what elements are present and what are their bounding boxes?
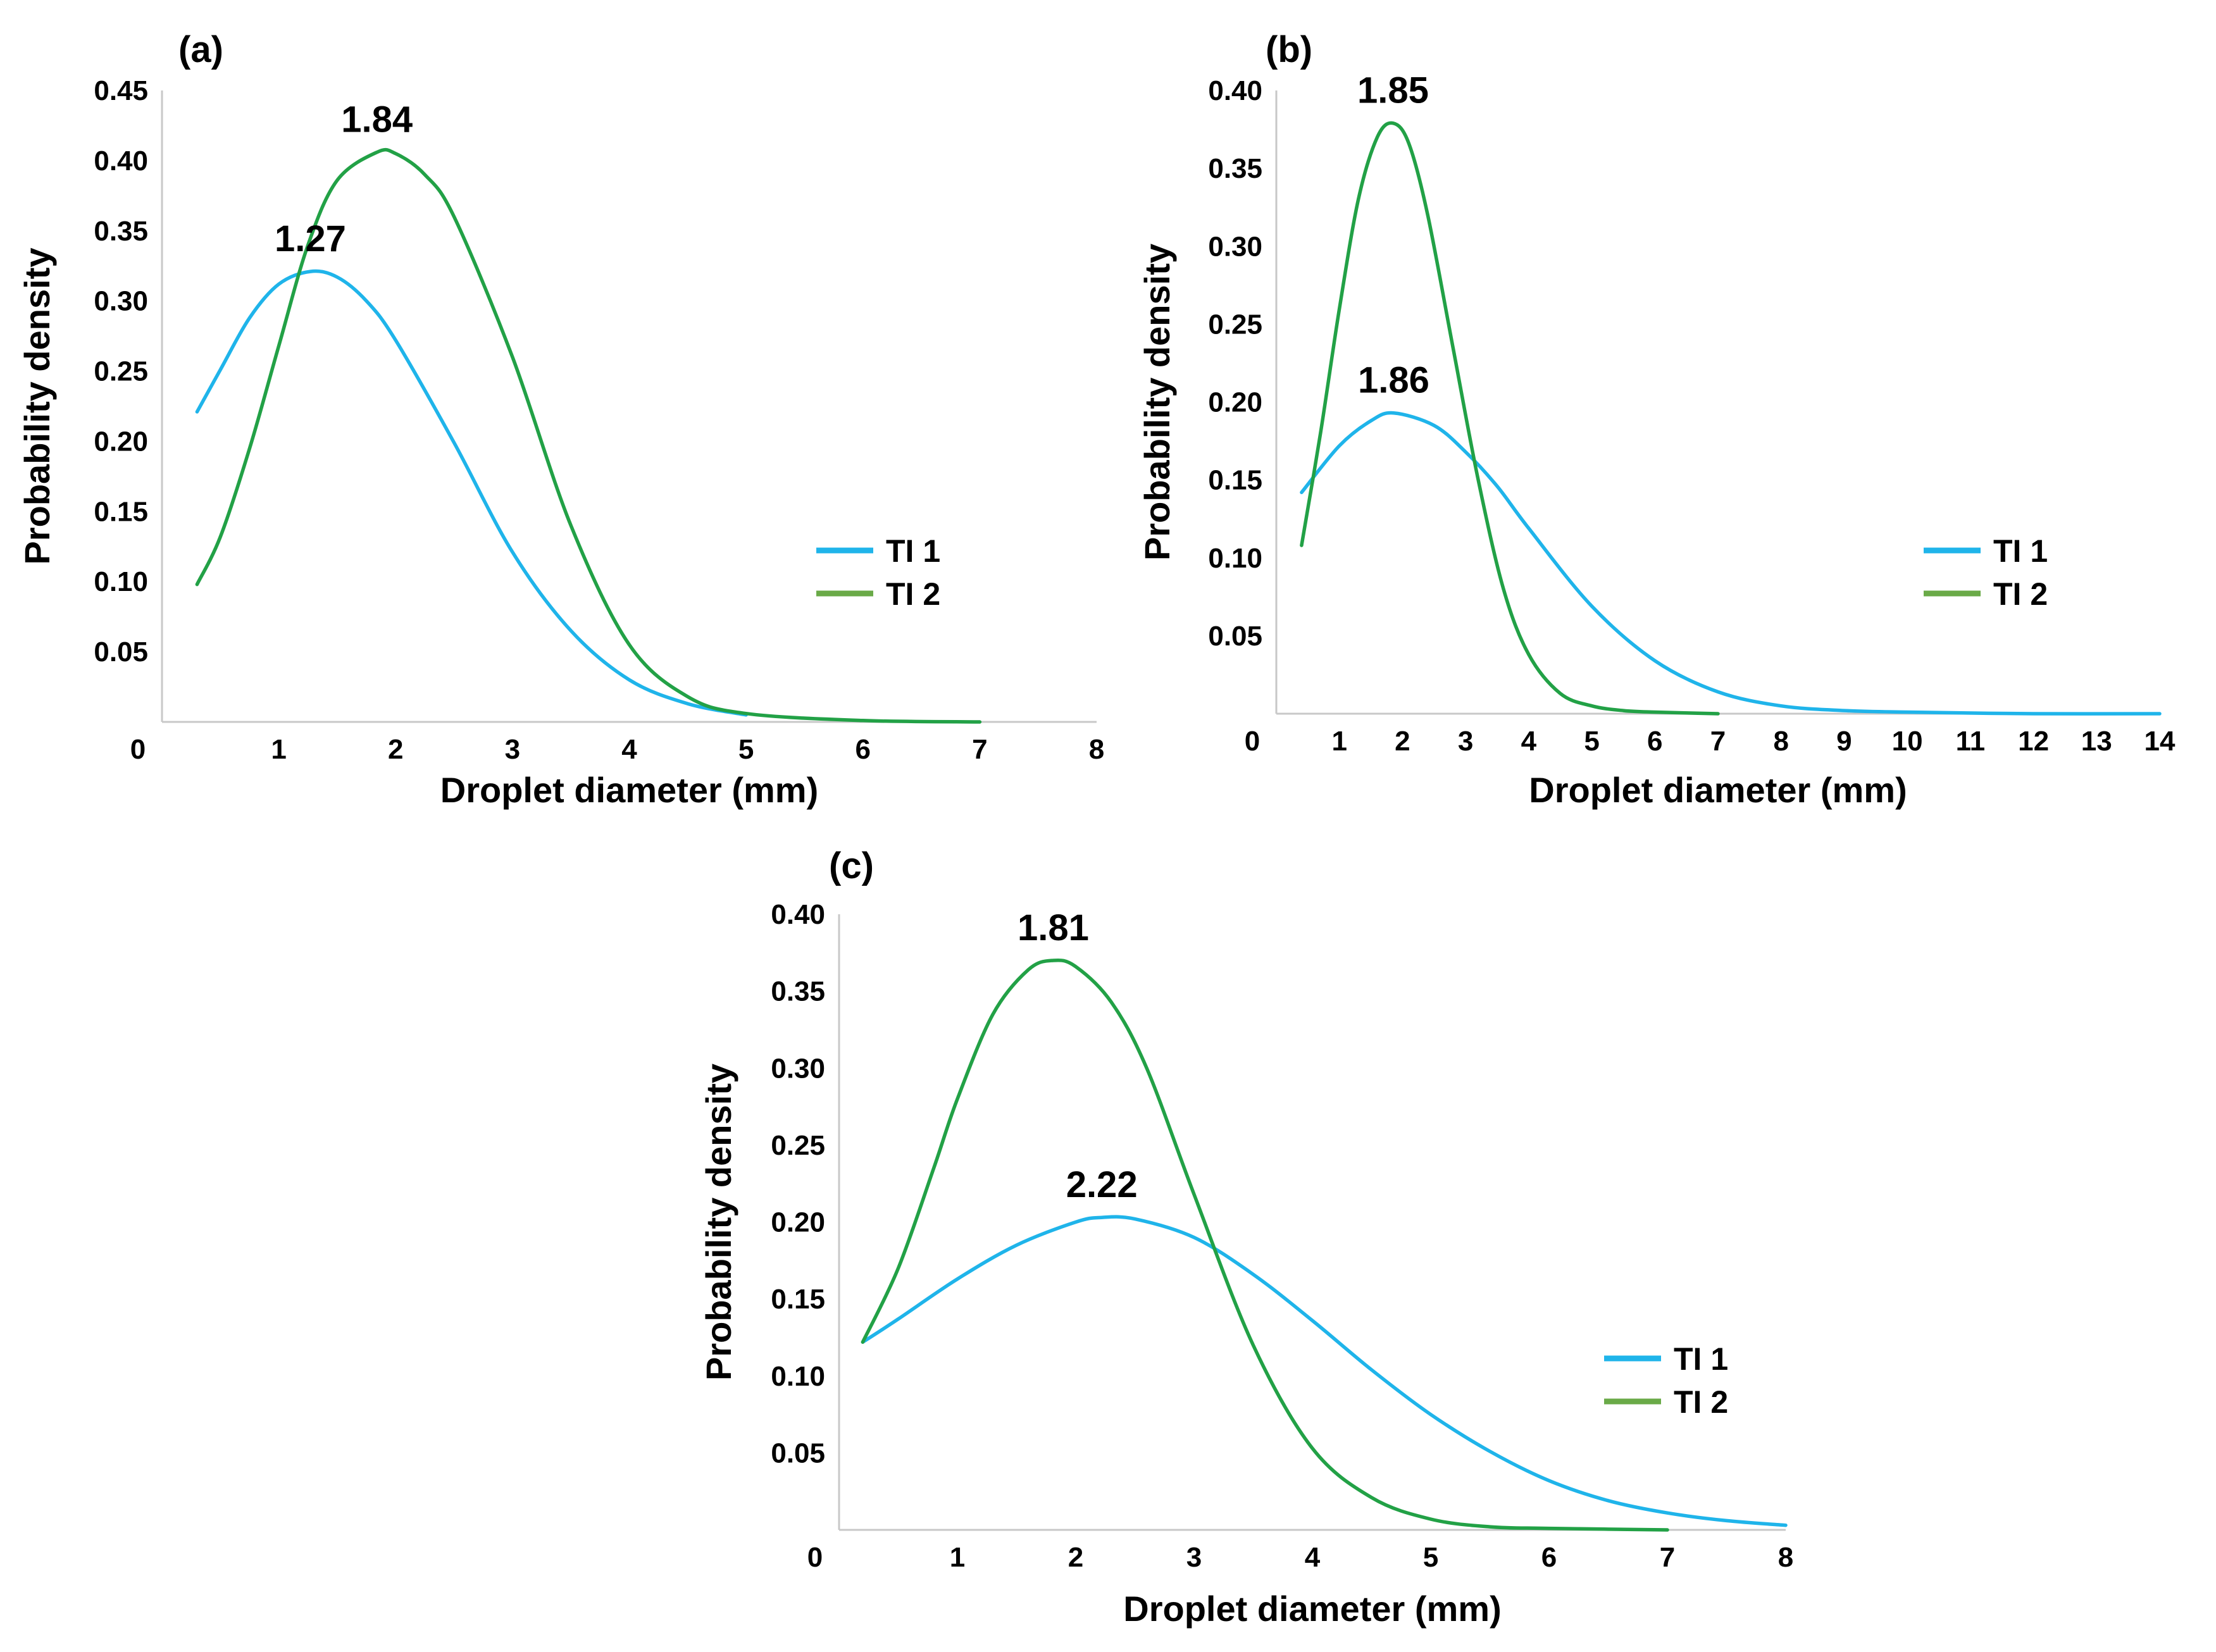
y-axis-title: Probability density bbox=[17, 248, 57, 565]
x-tick-label: 11 bbox=[1956, 726, 1986, 757]
y-tick-label: 0.20 bbox=[94, 426, 148, 457]
legend-label: TI 1 bbox=[886, 533, 940, 569]
series-line-ti1 bbox=[195, 269, 748, 717]
panel-b: 0 1 2 3 4 5 6 7 8 9 10 11 12 13 140.050.100.150.200.25… bbox=[1137, 29, 2176, 810]
y-tick-label: 0.25 bbox=[771, 1130, 825, 1161]
x-axis-title: Droplet diameter (mm) bbox=[440, 770, 818, 810]
series-line-ti2 bbox=[861, 958, 1669, 1532]
x-tick-label: 1 bbox=[950, 1542, 965, 1573]
x-tick-label: 7 bbox=[972, 734, 987, 765]
x-tick-label: 10 bbox=[1892, 726, 1923, 757]
x-tick-label: 4 bbox=[621, 734, 637, 765]
peak-label: 1.86 bbox=[1358, 360, 1429, 401]
x-tick-label: 1 bbox=[1331, 726, 1347, 757]
x-tick-label: 6 bbox=[856, 734, 871, 765]
x-tick-label: 8 bbox=[1778, 1542, 1793, 1573]
x-tick-label: 2 bbox=[388, 734, 403, 765]
y-tick-label: 0.30 bbox=[1208, 231, 1262, 262]
x-axis-title: Droplet diameter (mm) bbox=[1123, 1589, 1501, 1629]
x-tick-label: 8 bbox=[1773, 726, 1788, 757]
x-tick-label: 9 bbox=[1836, 726, 1852, 757]
y-tick-label: 0.05 bbox=[771, 1438, 825, 1469]
y-tick-label: 0.45 bbox=[94, 75, 148, 106]
peak-label: 2.22 bbox=[1066, 1164, 1138, 1205]
y-tick-label: 0.25 bbox=[94, 356, 148, 387]
x-tick-label: 0 bbox=[130, 734, 146, 765]
y-tick-label: 0.10 bbox=[1208, 543, 1262, 574]
x-tick-label: 5 bbox=[738, 734, 754, 765]
y-tick-label: 0.25 bbox=[1208, 309, 1262, 340]
y-tick-label: 0.10 bbox=[771, 1361, 825, 1392]
panel-label: (b) bbox=[1266, 29, 1312, 70]
legend-label: TI 1 bbox=[1993, 533, 2048, 569]
x-tick-label: 2 bbox=[1395, 726, 1410, 757]
series-line-ti2 bbox=[1300, 121, 1720, 716]
y-tick-label: 0.30 bbox=[771, 1053, 825, 1084]
x-tick-label: 6 bbox=[1647, 726, 1662, 757]
y-tick-label: 0.20 bbox=[771, 1207, 825, 1238]
x-tick-label: 3 bbox=[505, 734, 520, 765]
x-tick-label: 7 bbox=[1660, 1542, 1675, 1573]
y-tick-label: 0.20 bbox=[1208, 387, 1262, 418]
y-tick-label: 0.40 bbox=[94, 146, 148, 177]
panel-a: 0 1 2 3 4 5 6 7 8 0.05 0.10 0.15 0.20 0.25 0.30 0.35 0.4… bbox=[17, 29, 1104, 810]
x-tick-label: 6 bbox=[1541, 1542, 1557, 1573]
y-axis-title: Probability density bbox=[1137, 244, 1177, 561]
y-tick-label: 0.35 bbox=[94, 216, 148, 247]
y-tick-label: 0.35 bbox=[771, 976, 825, 1007]
x-tick-label: 13 bbox=[2081, 726, 2112, 757]
x-axis-title: Droplet diameter (mm) bbox=[1529, 770, 1907, 810]
x-tick-label: 1 bbox=[271, 734, 286, 765]
legend-label: TI 1 bbox=[1674, 1341, 1728, 1377]
x-tick-label: 7 bbox=[1710, 726, 1726, 757]
x-tick-label: 0 bbox=[1245, 726, 1260, 757]
peak-label: 1.84 bbox=[341, 99, 413, 140]
y-tick-label: 0.10 bbox=[94, 566, 148, 597]
panel-label: (c) bbox=[829, 845, 874, 886]
x-tick-label: 8 bbox=[1089, 734, 1104, 765]
x-tick-label: 5 bbox=[1584, 726, 1599, 757]
y-tick-label: 0.40 bbox=[1208, 75, 1262, 106]
peak-label: 1.81 bbox=[1018, 907, 1089, 948]
x-tick-label: 0 bbox=[807, 1542, 823, 1573]
x-tick-label: 2 bbox=[1068, 1542, 1083, 1573]
series-line-ti1 bbox=[861, 1215, 1788, 1527]
x-tick-label: 3 bbox=[1186, 1542, 1202, 1573]
x-tick-label: 4 bbox=[1305, 1542, 1321, 1573]
y-tick-label: 0.30 bbox=[94, 286, 148, 317]
x-tick-label: 5 bbox=[1423, 1542, 1438, 1573]
legend-label: TI 2 bbox=[1674, 1384, 1728, 1420]
y-tick-label: 0.15 bbox=[771, 1284, 825, 1315]
y-tick-label: 0.15 bbox=[1208, 465, 1262, 496]
y-tick-label: 0.05 bbox=[94, 637, 148, 668]
peak-label: 1.27 bbox=[275, 218, 346, 259]
y-tick-label: 0.40 bbox=[771, 899, 825, 930]
y-axis-title: Probability density bbox=[699, 1064, 738, 1381]
series-line-ti2 bbox=[195, 147, 982, 724]
legend-label: TI 2 bbox=[1993, 576, 2048, 612]
series-line-ti1 bbox=[1300, 411, 2162, 716]
y-tick-label: 0.05 bbox=[1208, 621, 1262, 652]
x-tick-label: 14 bbox=[2144, 726, 2176, 757]
x-tick-label: 3 bbox=[1458, 726, 1473, 757]
panel-label: (a) bbox=[178, 29, 223, 70]
y-tick-label: 0.35 bbox=[1208, 153, 1262, 184]
x-tick-label: 4 bbox=[1521, 726, 1537, 757]
peak-label: 1.85 bbox=[1357, 70, 1429, 111]
legend-label: TI 2 bbox=[886, 576, 940, 612]
x-tick-label: 12 bbox=[2018, 726, 2049, 757]
y-tick-label: 0.15 bbox=[94, 496, 148, 527]
panel-c: 0 1 2 3 4 5 6 7 8 0.05 0.10 0.15 0.20 0.25 0.30 0.35 0.4… bbox=[699, 845, 1793, 1629]
